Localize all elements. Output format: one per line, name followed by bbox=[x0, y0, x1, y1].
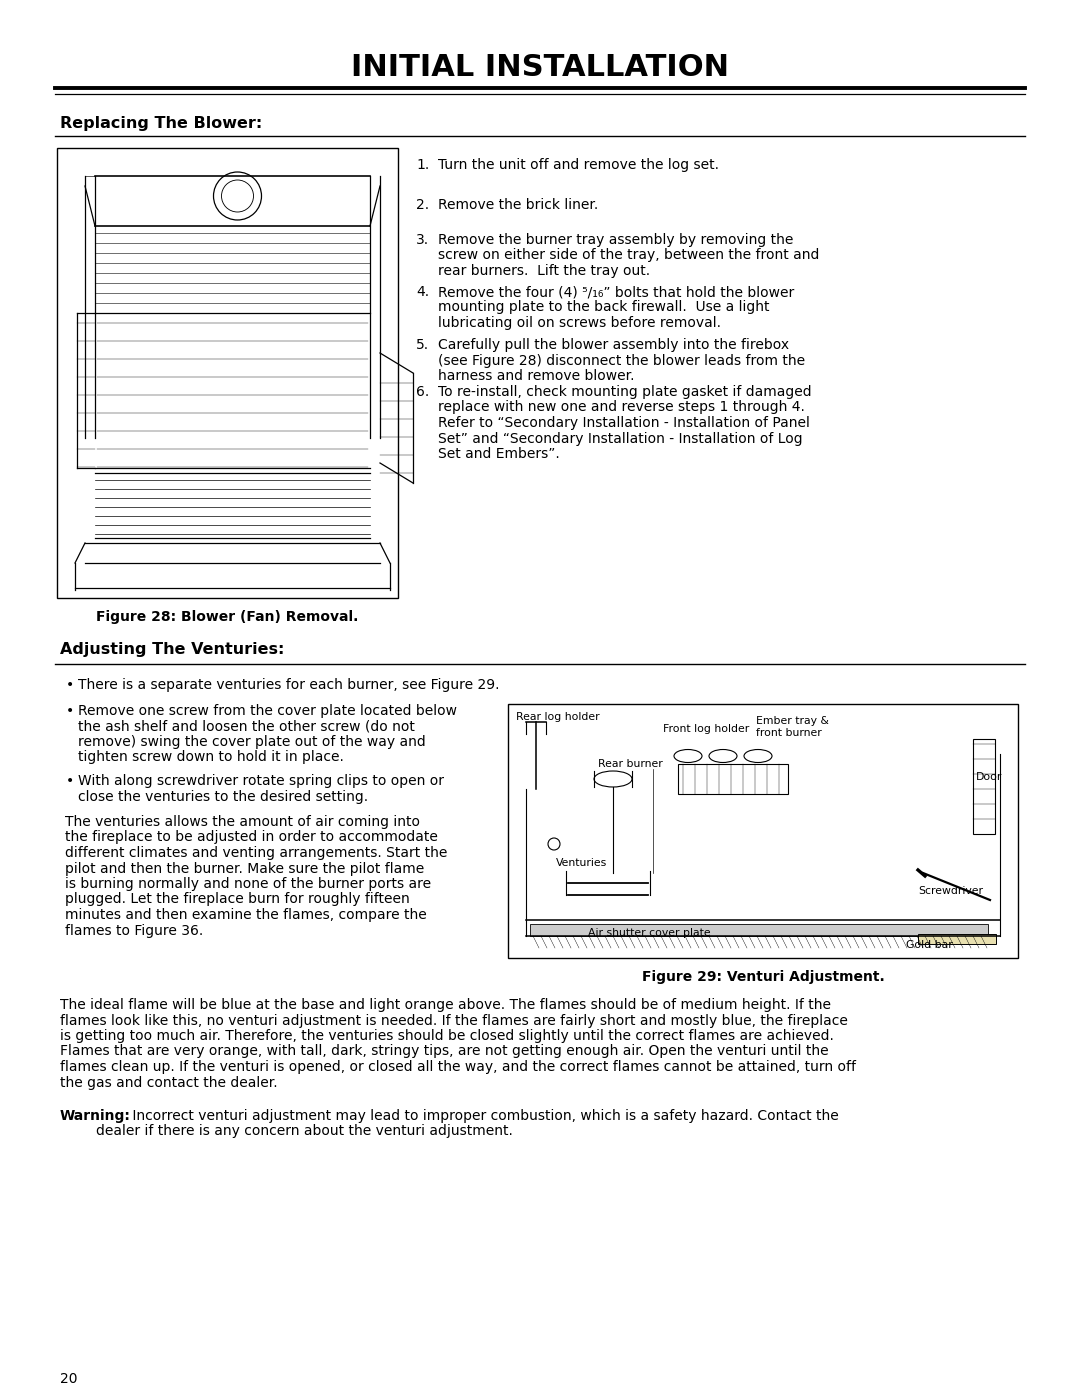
Text: Incorrect venturi adjustment may lead to improper combustion, which is a safety : Incorrect venturi adjustment may lead to… bbox=[129, 1109, 839, 1123]
Text: pilot and then the burner. Make sure the pilot flame: pilot and then the burner. Make sure the… bbox=[65, 862, 424, 876]
Text: Replacing The Blower:: Replacing The Blower: bbox=[60, 116, 262, 131]
Text: Ember tray &: Ember tray & bbox=[756, 717, 828, 726]
Text: plugged. Let the fireplace burn for roughly fifteen: plugged. Let the fireplace burn for roug… bbox=[65, 893, 409, 907]
Text: Screwdriver: Screwdriver bbox=[918, 886, 983, 895]
Text: tighten screw down to hold it in place.: tighten screw down to hold it in place. bbox=[78, 750, 343, 764]
Text: 1.: 1. bbox=[416, 158, 429, 172]
Text: the fireplace to be adjusted in order to accommodate: the fireplace to be adjusted in order to… bbox=[65, 830, 437, 845]
Text: 3.: 3. bbox=[416, 233, 429, 247]
Bar bbox=[57, 148, 399, 598]
Text: Warning:: Warning: bbox=[60, 1109, 131, 1123]
Text: Figure 29: Venturi Adjustment.: Figure 29: Venturi Adjustment. bbox=[642, 970, 885, 983]
Text: To re-install, check mounting plate gasket if damaged: To re-install, check mounting plate gask… bbox=[438, 386, 812, 400]
Text: 5.: 5. bbox=[416, 338, 429, 352]
Text: replace with new one and reverse steps 1 through 4.: replace with new one and reverse steps 1… bbox=[438, 401, 805, 415]
Text: With along screwdriver rotate spring clips to open or: With along screwdriver rotate spring cli… bbox=[78, 774, 444, 788]
Bar bbox=[918, 935, 996, 944]
Text: flames to Figure 36.: flames to Figure 36. bbox=[65, 923, 203, 937]
Text: Set” and “Secondary Installation - Installation of Log: Set” and “Secondary Installation - Insta… bbox=[438, 432, 802, 446]
Text: Front log holder: Front log holder bbox=[663, 724, 750, 733]
Text: Carefully pull the blower assembly into the firebox: Carefully pull the blower assembly into … bbox=[438, 338, 789, 352]
Text: Rear log holder: Rear log holder bbox=[516, 712, 599, 722]
Text: The ideal flame will be blue at the base and light orange above. The flames shou: The ideal flame will be blue at the base… bbox=[60, 997, 831, 1011]
Text: harness and remove blower.: harness and remove blower. bbox=[438, 369, 635, 383]
Text: Adjusting The Venturies:: Adjusting The Venturies: bbox=[60, 643, 284, 657]
Text: dealer if there is any concern about the venturi adjustment.: dealer if there is any concern about the… bbox=[96, 1125, 513, 1139]
Text: flames clean up. If the venturi is opened, or closed all the way, and the correc: flames clean up. If the venturi is opene… bbox=[60, 1060, 856, 1074]
Text: INITIAL INSTALLATION: INITIAL INSTALLATION bbox=[351, 53, 729, 82]
Text: the ash shelf and loosen the other screw (do not: the ash shelf and loosen the other screw… bbox=[78, 719, 415, 733]
Text: Set and Embers”.: Set and Embers”. bbox=[438, 447, 559, 461]
Text: Gold bar: Gold bar bbox=[906, 940, 953, 950]
Text: front burner: front burner bbox=[756, 728, 822, 738]
Text: lubricating oil on screws before removal.: lubricating oil on screws before removal… bbox=[438, 316, 721, 330]
Text: screw on either side of the tray, between the front and: screw on either side of the tray, betwee… bbox=[438, 249, 820, 263]
Text: Air shutter cover plate: Air shutter cover plate bbox=[588, 928, 711, 937]
Text: •: • bbox=[66, 774, 75, 788]
Text: close the venturies to the desired setting.: close the venturies to the desired setti… bbox=[78, 789, 368, 803]
Text: There is a separate venturies for each burner, see Figure 29.: There is a separate venturies for each b… bbox=[78, 678, 499, 692]
Text: Remove the brick liner.: Remove the brick liner. bbox=[438, 198, 598, 212]
Text: 6.: 6. bbox=[416, 386, 429, 400]
Text: 20: 20 bbox=[60, 1372, 78, 1386]
Text: Door: Door bbox=[976, 773, 1002, 782]
Text: rear burners.  Lift the tray out.: rear burners. Lift the tray out. bbox=[438, 264, 650, 278]
Text: is burning normally and none of the burner ports are: is burning normally and none of the burn… bbox=[65, 877, 431, 891]
Text: Figure 28: Blower (Fan) Removal.: Figure 28: Blower (Fan) Removal. bbox=[96, 610, 359, 624]
Text: minutes and then examine the flames, compare the: minutes and then examine the flames, com… bbox=[65, 908, 427, 922]
Text: •: • bbox=[66, 678, 75, 692]
Text: the gas and contact the dealer.: the gas and contact the dealer. bbox=[60, 1076, 278, 1090]
Text: Flames that are very orange, with tall, dark, stringy tips, are not getting enou: Flames that are very orange, with tall, … bbox=[60, 1045, 828, 1059]
Bar bbox=[508, 704, 1018, 958]
Text: Refer to “Secondary Installation - Installation of Panel: Refer to “Secondary Installation - Insta… bbox=[438, 416, 810, 430]
Text: different climates and venting arrangements. Start the: different climates and venting arrangeme… bbox=[65, 847, 447, 861]
Text: remove) swing the cover plate out of the way and: remove) swing the cover plate out of the… bbox=[78, 735, 426, 749]
Text: mounting plate to the back firewall.  Use a light: mounting plate to the back firewall. Use… bbox=[438, 300, 769, 314]
Bar bbox=[530, 923, 988, 936]
Text: Remove one screw from the cover plate located below: Remove one screw from the cover plate lo… bbox=[78, 704, 457, 718]
Text: Remove the four (4) ⁵/₁₆” bolts that hold the blower: Remove the four (4) ⁵/₁₆” bolts that hol… bbox=[438, 285, 794, 299]
Text: (see Figure 28) disconnect the blower leads from the: (see Figure 28) disconnect the blower le… bbox=[438, 353, 805, 367]
Bar bbox=[678, 764, 788, 793]
Text: Venturies: Venturies bbox=[556, 858, 607, 868]
Text: 2.: 2. bbox=[416, 198, 429, 212]
Text: Rear burner: Rear burner bbox=[598, 759, 663, 768]
Text: The venturies allows the amount of air coming into: The venturies allows the amount of air c… bbox=[65, 814, 420, 828]
Text: Turn the unit off and remove the log set.: Turn the unit off and remove the log set… bbox=[438, 158, 719, 172]
Text: 4.: 4. bbox=[416, 285, 429, 299]
Text: Remove the burner tray assembly by removing the: Remove the burner tray assembly by remov… bbox=[438, 233, 794, 247]
Text: is getting too much air. Therefore, the venturies should be closed slightly unti: is getting too much air. Therefore, the … bbox=[60, 1030, 834, 1044]
Bar bbox=[973, 739, 995, 834]
Text: •: • bbox=[66, 704, 75, 718]
Text: flames look like this, no venturi adjustment is needed. If the flames are fairly: flames look like this, no venturi adjust… bbox=[60, 1013, 848, 1028]
